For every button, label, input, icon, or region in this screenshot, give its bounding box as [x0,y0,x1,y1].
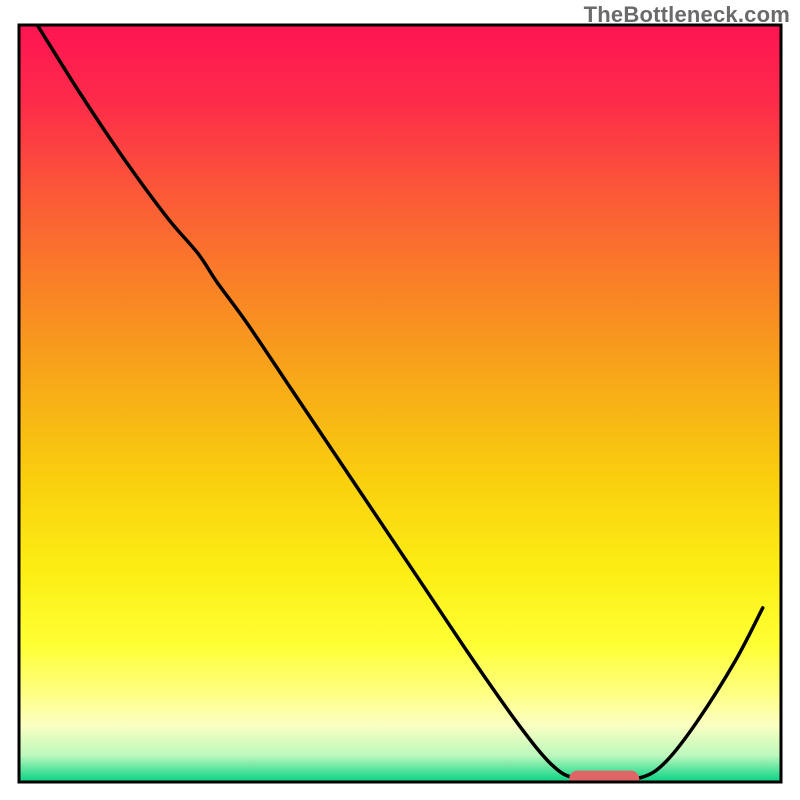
optimal-zone-marker [569,771,639,788]
gradient-background [19,25,781,782]
chart-svg [0,0,800,800]
watermark-text: TheBottleneck.com [584,2,790,28]
bottleneck-chart: TheBottleneck.com [0,0,800,800]
